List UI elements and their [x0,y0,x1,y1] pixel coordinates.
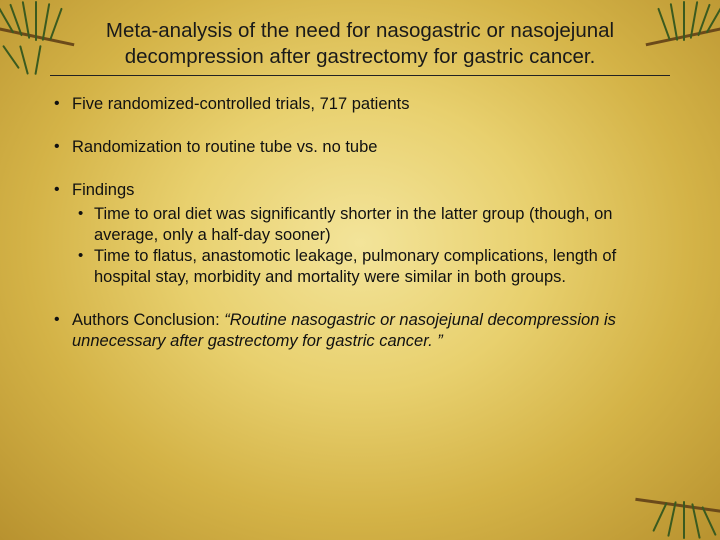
sub-bullet-item: Time to flatus, anastomotic leakage, pul… [72,246,670,288]
slide-content: Meta-analysis of the need for nasogastri… [50,18,670,510]
slide-title: Meta-analysis of the need for nasogastri… [50,18,670,76]
bullet-item: Findings Time to oral diet was significa… [50,180,670,288]
bullet-item: Five randomized-controlled trials, 717 p… [50,94,670,115]
bullet-item: Authors Conclusion: “Routine nasogastric… [50,310,670,352]
conclusion-prefix: Authors Conclusion: [72,311,224,329]
sub-bullet-list: Time to oral diet was significantly shor… [72,204,670,288]
bullet-list: Five randomized-controlled trials, 717 p… [50,94,670,352]
bullet-item: Randomization to routine tube vs. no tub… [50,137,670,158]
sub-bullet-item: Time to oral diet was significantly shor… [72,204,670,246]
bullet-text: Findings [72,181,134,199]
